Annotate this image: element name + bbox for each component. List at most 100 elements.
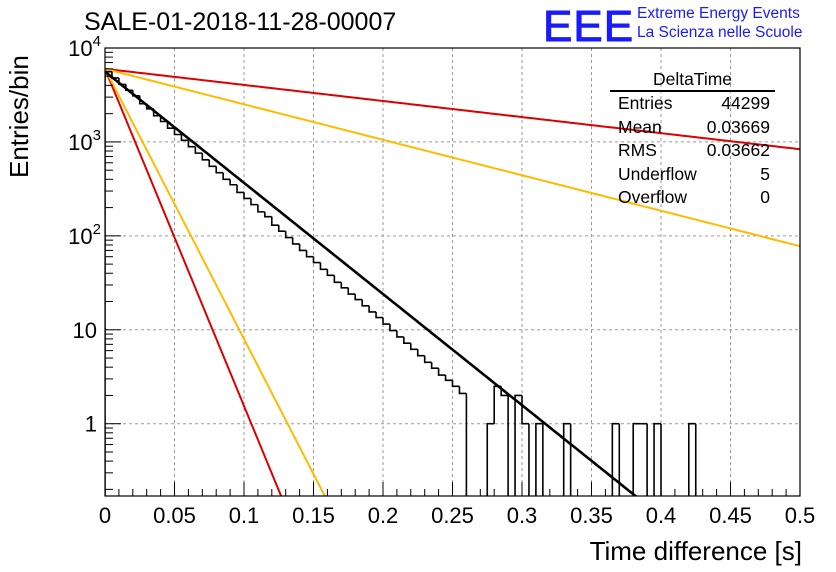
histogram-bin [180,134,189,142]
histogram-bin [562,422,571,496]
stats-row-overflow: Overflow 0 [610,186,775,210]
histogram-bin [451,380,460,388]
histogram-bin [271,216,279,226]
histogram-bin [264,211,272,218]
histogram-bin [611,422,620,496]
y-axis-label: Entries/bin [4,55,34,178]
histogram-bin [125,84,133,92]
x-tick-label: 0 [99,503,111,528]
histogram-bin [382,317,390,325]
x-tick-label: 0.35 [570,503,613,528]
x-tick-label: 0.2 [368,503,399,528]
fit-curves [105,67,800,496]
histogram-bin [368,305,377,313]
histogram-bin [145,103,154,110]
stats-value: 0 [760,187,770,207]
histogram [105,70,697,496]
histogram-bin [250,198,258,206]
stats-value: 44299 [721,93,770,113]
histogram-bin [319,262,328,271]
histogram-bin [187,140,196,148]
stats-label: Entries [618,93,673,113]
x-tick-label: 0.05 [153,503,196,528]
histogram-bin [514,394,522,496]
x-tick-label: 0.15 [292,503,335,528]
x-tick-label: 0.5 [785,503,816,528]
histogram-bin [111,71,119,79]
stats-row-entries: Entries 44299 [610,92,775,116]
y-tick-label: 104 [68,33,101,61]
histogram-bin [430,362,439,369]
histogram-bin [437,368,446,376]
stats-value: 5 [760,163,770,184]
fit-curve [105,70,638,496]
histogram-bin [291,237,300,245]
histogram-bin [486,422,495,496]
x-tick-label: 0.1 [229,503,260,528]
histogram-bin [410,343,418,351]
histogram-bin [159,115,168,123]
histogram-bin [152,108,161,117]
x-tick-label: 0.4 [646,503,677,528]
histogram-bin [458,386,467,395]
stats-row-rms: RMS 0.03662 [610,139,775,163]
stats-label: RMS [618,140,657,160]
histogram-bin [208,159,217,168]
histogram-bin [688,422,696,496]
histogram-bin [215,166,224,174]
histogram-bin [340,282,349,289]
histogram-bin [535,422,543,496]
fit-curve [105,67,800,248]
fit-curve [105,68,283,496]
histogram-bin [361,299,370,307]
histogram-bin [257,204,265,213]
stats-value: 0.03669 [706,116,770,137]
fit-curve [105,68,326,496]
y-tick-label: 102 [68,221,101,249]
histogram-bin [500,386,509,397]
y-tick-label: 103 [68,127,101,155]
histogram-bin [312,256,321,264]
x-axis-label: Time difference [s] [589,536,802,566]
stats-value: 0.03662 [706,140,770,160]
histogram-bin [375,311,383,319]
eee-logo: EEE [542,2,635,52]
stats-label: Overflow [618,187,688,207]
stats-row-mean: Mean 0.03669 [610,116,775,140]
histogram-bin [243,192,251,200]
histogram-bin [201,153,210,161]
histogram-bin [284,231,293,239]
histogram-bin [236,184,244,194]
histogram-bin [632,422,641,496]
histogram-bin [326,269,335,277]
histogram-bin [132,90,140,97]
histogram-bin [653,422,661,496]
histogram-bin [138,95,147,105]
x-tick-label: 0.3 [507,503,538,528]
histogram-bin [105,70,112,496]
histogram-bin [444,375,453,382]
stats-title: DeltaTime [610,69,775,92]
stats-label: Mean [618,116,662,137]
histogram-bin [396,330,404,338]
histogram-bin [173,128,182,136]
histogram-bin [118,77,126,86]
histogram-bin [493,385,502,424]
fit-curve [105,67,800,151]
y-tick-label: 1 [85,412,97,437]
histogram-bin [166,121,175,130]
x-tick-label: 0.25 [431,503,474,528]
histogram-bin [277,225,286,233]
histogram-bin [354,294,363,301]
y-axis: 1 10 102 103 104 [68,33,121,490]
histogram-bin [423,355,432,364]
y-tick-label: 10 [73,318,97,343]
histogram-bin [333,275,342,284]
histogram-bin [222,172,231,181]
histogram-bin [305,250,314,258]
stats-label: Underflow [618,163,697,184]
logo-line-1: Extreme Energy Events [637,5,800,22]
stats-row-underflow: Underflow 5 [610,163,775,187]
histogram-bin [403,336,411,344]
